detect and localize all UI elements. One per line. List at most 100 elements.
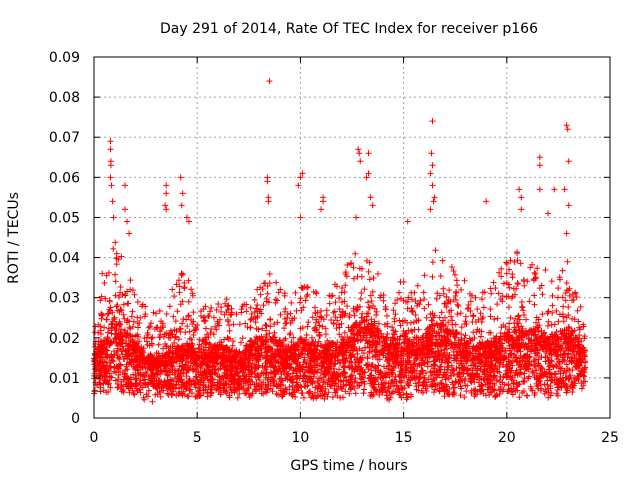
data-point (326, 300, 333, 307)
data-point (204, 350, 211, 357)
data-point (114, 351, 121, 358)
data-point (420, 389, 427, 396)
data-point (556, 274, 563, 281)
data-point (234, 378, 241, 385)
data-point (557, 375, 564, 382)
data-point (533, 319, 540, 326)
data-point (166, 303, 173, 310)
data-point (205, 353, 212, 360)
data-point (247, 316, 254, 323)
data-point (560, 380, 567, 387)
data-point (582, 378, 589, 385)
data-point (433, 332, 440, 339)
data-point (320, 344, 327, 351)
data-point (444, 383, 451, 390)
data-point (186, 328, 193, 335)
data-point (278, 393, 285, 400)
data-point (487, 285, 494, 292)
data-point (406, 337, 413, 344)
data-point (196, 336, 203, 343)
data-point (299, 366, 306, 373)
data-point (554, 384, 561, 391)
data-point (377, 294, 384, 301)
data-point (336, 366, 343, 373)
data-point (208, 304, 215, 311)
data-point (338, 385, 345, 392)
data-point (274, 341, 281, 348)
data-point (401, 330, 408, 337)
data-point (530, 346, 537, 353)
data-point (113, 250, 120, 257)
data-point (101, 280, 108, 287)
data-point (546, 358, 553, 365)
data-point (428, 349, 435, 356)
data-point (354, 350, 361, 357)
data-point (368, 329, 375, 336)
data-point (270, 363, 277, 370)
data-point (427, 368, 434, 375)
data-point (495, 346, 502, 353)
data-point (487, 313, 494, 320)
data-point (518, 371, 525, 378)
data-point (333, 325, 340, 332)
data-point (332, 389, 339, 396)
data-point (204, 393, 211, 400)
data-point (264, 353, 271, 360)
data-point (556, 346, 563, 353)
data-point (295, 339, 302, 346)
data-point (101, 346, 108, 353)
data-point (511, 291, 518, 298)
data-point (534, 324, 541, 331)
data-point (549, 302, 556, 309)
data-point (305, 389, 312, 396)
data-point (518, 303, 525, 310)
data-point (521, 311, 528, 318)
data-point (208, 384, 215, 391)
data-point (358, 265, 365, 272)
data-point (523, 366, 530, 373)
data-point (579, 367, 586, 374)
data-point (203, 339, 210, 346)
data-point (478, 333, 485, 340)
data-point (104, 341, 111, 348)
data-point (505, 338, 512, 345)
data-point (369, 342, 376, 349)
data-point (462, 318, 469, 325)
data-point (384, 395, 391, 402)
data-point (442, 337, 449, 344)
data-point (269, 388, 276, 395)
data-point (563, 287, 570, 294)
data-point (177, 301, 184, 308)
data-point (534, 265, 541, 272)
data-point (364, 355, 371, 362)
data-point (575, 376, 582, 383)
data-point (137, 377, 144, 384)
data-point (102, 373, 109, 380)
data-point (345, 363, 352, 370)
data-point (126, 324, 133, 331)
data-point (304, 284, 311, 291)
data-point (405, 294, 412, 301)
data-point (390, 327, 397, 334)
data-point (242, 320, 249, 327)
data-point (157, 393, 164, 400)
data-point (276, 365, 283, 372)
data-point (453, 356, 460, 363)
data-point (457, 376, 464, 383)
data-point (262, 374, 269, 381)
data-point (121, 373, 128, 380)
data-point (170, 388, 177, 395)
data-point (430, 368, 437, 375)
data-point (331, 361, 338, 368)
data-point (517, 260, 524, 267)
data-point (301, 372, 308, 379)
data-point (260, 302, 267, 309)
data-point (409, 340, 416, 347)
data-point (390, 307, 397, 314)
data-point (490, 279, 497, 286)
data-point (281, 325, 288, 332)
data-point (114, 364, 121, 371)
data-point (425, 301, 432, 308)
data-point (472, 344, 479, 351)
data-point (560, 303, 567, 310)
